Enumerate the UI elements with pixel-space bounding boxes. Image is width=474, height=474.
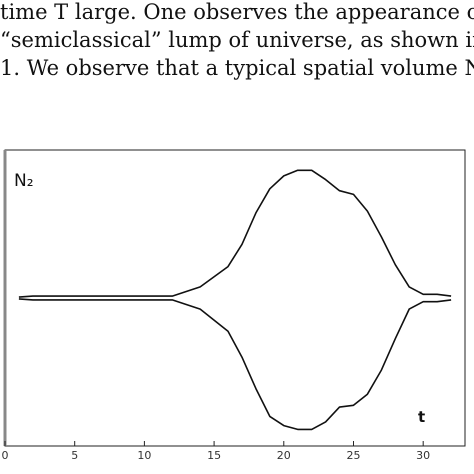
paragraph-line: “semiclassical” lump of universe, as sho… xyxy=(0,28,474,52)
x-tick-label: 10 xyxy=(137,449,151,462)
x-tick-label: 25 xyxy=(346,449,360,462)
x-tick-label: 0 xyxy=(2,449,9,462)
paragraph-line: time T large. One observes the appearanc… xyxy=(0,0,474,24)
x-tick-label: 30 xyxy=(416,449,430,462)
x-tick-label: 5 xyxy=(71,449,78,462)
x-axis-label: t xyxy=(418,408,425,426)
lower-profile-line xyxy=(18,298,452,431)
y-axis-label: N₂ xyxy=(14,171,34,191)
paragraph-text: time T large. One observes the appearanc… xyxy=(0,0,474,82)
x-tick-label: 20 xyxy=(277,449,291,462)
paragraph-line: 1. We observe that a typical spatial vol… xyxy=(0,56,474,80)
upper-profile-line xyxy=(18,169,452,298)
plot-frame xyxy=(4,149,466,447)
x-tick-label: 15 xyxy=(207,449,221,462)
